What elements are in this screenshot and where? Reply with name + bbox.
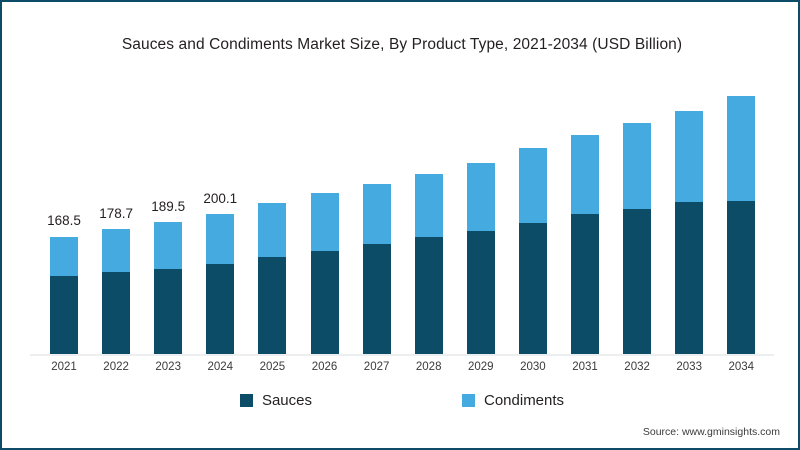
x-axis-tick-label: 2027 xyxy=(363,361,390,373)
bar-segment-condiments xyxy=(50,236,78,277)
bar-group xyxy=(571,135,599,354)
bar-segment-condiments xyxy=(571,135,599,214)
bar-segment-sauces xyxy=(623,209,652,354)
bar-segment-sauces xyxy=(258,257,287,354)
x-axis-tick-label: 2023 xyxy=(155,361,181,373)
legend-swatch-icon xyxy=(462,394,475,407)
bar-group xyxy=(102,229,131,354)
legend-item-sauces[interactable]: Sauces xyxy=(239,392,312,409)
legend-label: Condiments xyxy=(484,392,565,409)
bar-segment-sauces xyxy=(727,200,756,354)
bar-segment-sauces xyxy=(102,272,131,354)
x-axis-line xyxy=(30,354,774,356)
bar-segment-sauces xyxy=(362,244,391,354)
bar-segment-condiments xyxy=(310,192,339,251)
source-caption: Source: www.gminsights.com xyxy=(642,426,780,438)
bar-segment-condiments xyxy=(414,174,443,238)
bar-group xyxy=(727,96,756,354)
bar-segment-condiments xyxy=(258,203,287,258)
bar-segment-condiments xyxy=(623,122,652,210)
bar-group xyxy=(206,214,235,354)
bar-group xyxy=(675,111,704,354)
x-axis-tick-label: 2026 xyxy=(311,361,338,373)
bar-segment-sauces xyxy=(154,268,183,354)
x-axis-tick-label: 2032 xyxy=(624,361,650,373)
bar-group xyxy=(50,236,78,354)
bar-group xyxy=(258,203,287,354)
bar-segment-sauces xyxy=(50,276,78,354)
bar-value-label: 200.1 xyxy=(203,191,238,207)
bar-segment-condiments xyxy=(518,148,547,224)
x-axis-tick-label: 2031 xyxy=(572,361,598,373)
x-axis-tick-label: 2034 xyxy=(728,361,755,373)
x-axis-tick-label: 2022 xyxy=(103,361,129,373)
bar-value-label: 178.7 xyxy=(99,206,133,222)
x-axis-tick-label: 2029 xyxy=(468,361,494,373)
bar-segment-condiments xyxy=(154,221,183,269)
x-axis-tick-label: 2025 xyxy=(259,361,286,373)
bar-group xyxy=(414,174,443,354)
bar-group xyxy=(518,148,547,354)
bar-segment-condiments xyxy=(206,214,235,264)
legend-swatch-icon xyxy=(239,394,253,407)
bar-segment-sauces xyxy=(675,202,704,354)
bar-group xyxy=(466,162,495,354)
bar-group xyxy=(310,192,339,354)
bar-segment-sauces xyxy=(518,223,547,354)
x-axis-tick-label: 2033 xyxy=(676,361,702,373)
bar-segment-condiments xyxy=(675,111,704,203)
legend-item-condiments[interactable]: Condiments xyxy=(462,392,564,409)
bar-segment-condiments xyxy=(102,229,131,273)
bar-group xyxy=(362,183,391,354)
chart-title: Sauces and Condiments Market Size, By Pr… xyxy=(121,36,683,53)
bar-segment-sauces xyxy=(414,237,443,354)
legend-label: Sauces xyxy=(261,392,312,409)
bar-group xyxy=(623,122,652,354)
bar-segment-condiments xyxy=(466,162,495,231)
bar-segment-sauces xyxy=(466,230,495,354)
x-axis-tick-label: 2024 xyxy=(207,361,234,373)
bar-segment-sauces xyxy=(206,263,235,354)
x-axis-tick-label: 2028 xyxy=(415,361,442,373)
bar-value-label: 168.5 xyxy=(47,213,81,229)
bar-value-label: 189.5 xyxy=(151,198,186,214)
bar-group xyxy=(154,221,183,354)
x-axis-tick-label: 2030 xyxy=(520,361,546,373)
bar-segment-condiments xyxy=(727,96,756,201)
bar-segment-condiments xyxy=(362,183,391,245)
bar-segment-sauces xyxy=(310,250,339,354)
chart-legend: Sauces Condiments xyxy=(2,392,798,409)
x-axis-tick-label: 2021 xyxy=(51,361,77,373)
bar-segment-sauces xyxy=(571,213,599,354)
